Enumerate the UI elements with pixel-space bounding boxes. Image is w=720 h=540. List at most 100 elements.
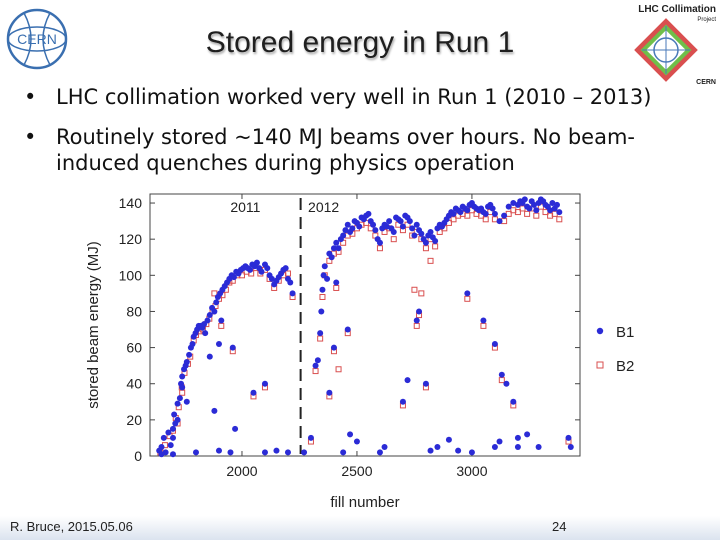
y-tick-label: 60 (126, 340, 142, 356)
data-point-b2 (432, 243, 439, 250)
bullet-item: • Routinely stored ~140 MJ beams over ho… (24, 124, 664, 176)
data-point-b1 (174, 400, 181, 407)
data-point-b1 (370, 221, 377, 228)
data-point-b1 (340, 449, 347, 456)
data-point-b1 (434, 443, 441, 450)
data-point-b1 (450, 210, 457, 217)
data-point-b1 (427, 228, 434, 235)
data-point-b1 (482, 210, 489, 217)
data-point-b1 (186, 351, 193, 358)
data-point-b2 (211, 290, 218, 297)
data-point-b1 (314, 357, 321, 364)
bullet-symbol: • (24, 85, 37, 109)
data-point-b1 (432, 237, 439, 244)
data-point-b1 (531, 201, 538, 208)
data-point-b1 (192, 449, 199, 456)
data-point-b1 (333, 279, 340, 286)
data-point-b2 (418, 290, 425, 297)
data-point-b1 (215, 340, 222, 347)
data-point-b2 (335, 366, 342, 373)
data-point-b1 (261, 449, 268, 456)
data-point-b2 (514, 209, 521, 216)
lhc-logo-cern: CERN (696, 79, 716, 86)
data-point-b1 (318, 308, 325, 315)
bullet-text: LHC collimation worked very well in Run … (56, 85, 652, 109)
data-point-b1 (183, 398, 190, 405)
data-point-b1 (250, 389, 257, 396)
data-point-b1 (565, 434, 572, 441)
data-point-b1 (179, 384, 186, 391)
data-point-b1 (427, 447, 434, 454)
data-point-b1 (206, 312, 213, 319)
slide-title: Stored energy in Run 1 (205, 26, 515, 59)
data-point-b1 (330, 245, 337, 252)
data-point-b1 (328, 254, 335, 261)
page-number: 24 (552, 519, 567, 534)
cern-logo: CERN (6, 8, 68, 70)
data-point-b1 (169, 425, 176, 432)
y-tick-label: 0 (134, 448, 142, 464)
legend-b2-marker (596, 361, 604, 369)
x-tick-label: 2500 (341, 463, 372, 479)
data-point-b1 (521, 196, 528, 203)
data-point-b1 (416, 308, 423, 315)
data-point-b1 (413, 221, 420, 228)
data-point-b1 (202, 330, 209, 337)
data-point-b1 (418, 230, 425, 237)
y-tick-label: 80 (126, 303, 142, 319)
data-point-b1 (282, 265, 289, 272)
legend-b1-label: B1 (616, 324, 634, 341)
data-point-b2 (498, 377, 505, 384)
data-point-b1 (491, 340, 498, 347)
data-point-b1 (342, 227, 349, 234)
data-point-b1 (204, 317, 211, 324)
data-point-b1 (189, 340, 196, 347)
data-point-b1 (215, 447, 222, 454)
x-tick-label: 3000 (456, 463, 487, 479)
y-axis-label: stored beam energy (MJ) (85, 241, 102, 409)
data-point-b1 (264, 265, 271, 272)
lhc-collimation-logo: LHC Collimation Project CERN (634, 4, 716, 86)
data-point-b1 (567, 443, 574, 450)
data-point-b2 (312, 368, 319, 375)
data-point-b2 (556, 216, 563, 223)
data-point-b1 (171, 411, 178, 418)
y-tick-label: 120 (119, 231, 143, 247)
lhc-logo-title: LHC Collimation (638, 4, 716, 15)
data-point-b1 (307, 434, 314, 441)
data-point-b1 (514, 434, 521, 441)
data-point-b2 (427, 257, 434, 264)
data-point-b1 (549, 200, 556, 207)
data-point-b1 (340, 232, 347, 239)
bullet-text: Routinely stored ~140 MJ beams over hour… (56, 125, 635, 175)
data-point-b1 (317, 330, 324, 337)
data-point-b1 (324, 275, 331, 282)
data-point-b1 (165, 429, 172, 436)
data-point-b1 (253, 259, 260, 266)
data-point-b2 (533, 212, 540, 219)
data-point-b1 (227, 449, 234, 456)
data-point-b1 (496, 438, 503, 445)
data-point-b1 (533, 207, 540, 214)
data-point-b1 (330, 344, 337, 351)
data-point-b1 (514, 443, 521, 450)
data-point-b1 (510, 200, 517, 207)
data-point-b2 (390, 236, 397, 243)
data-point-b1 (399, 398, 406, 405)
footer-author: R. Bruce, 2015.05.06 (10, 519, 133, 534)
data-point-b1 (404, 377, 411, 384)
bullet-item: • LHC collimation worked very well in Ru… (24, 84, 664, 110)
data-point-b1 (411, 232, 418, 239)
data-point-b1 (422, 239, 429, 246)
data-point-b1 (176, 395, 183, 402)
data-point-b1 (312, 362, 319, 369)
y-tick-label: 20 (126, 412, 142, 428)
data-point-b1 (319, 286, 326, 293)
y-tick-label: 40 (126, 376, 142, 392)
data-point-b2 (480, 322, 487, 329)
data-point-b1 (335, 245, 342, 252)
data-point-b1 (268, 275, 275, 282)
data-point-b1 (211, 407, 218, 414)
data-point-b1 (229, 344, 236, 351)
data-point-b1 (489, 205, 496, 212)
